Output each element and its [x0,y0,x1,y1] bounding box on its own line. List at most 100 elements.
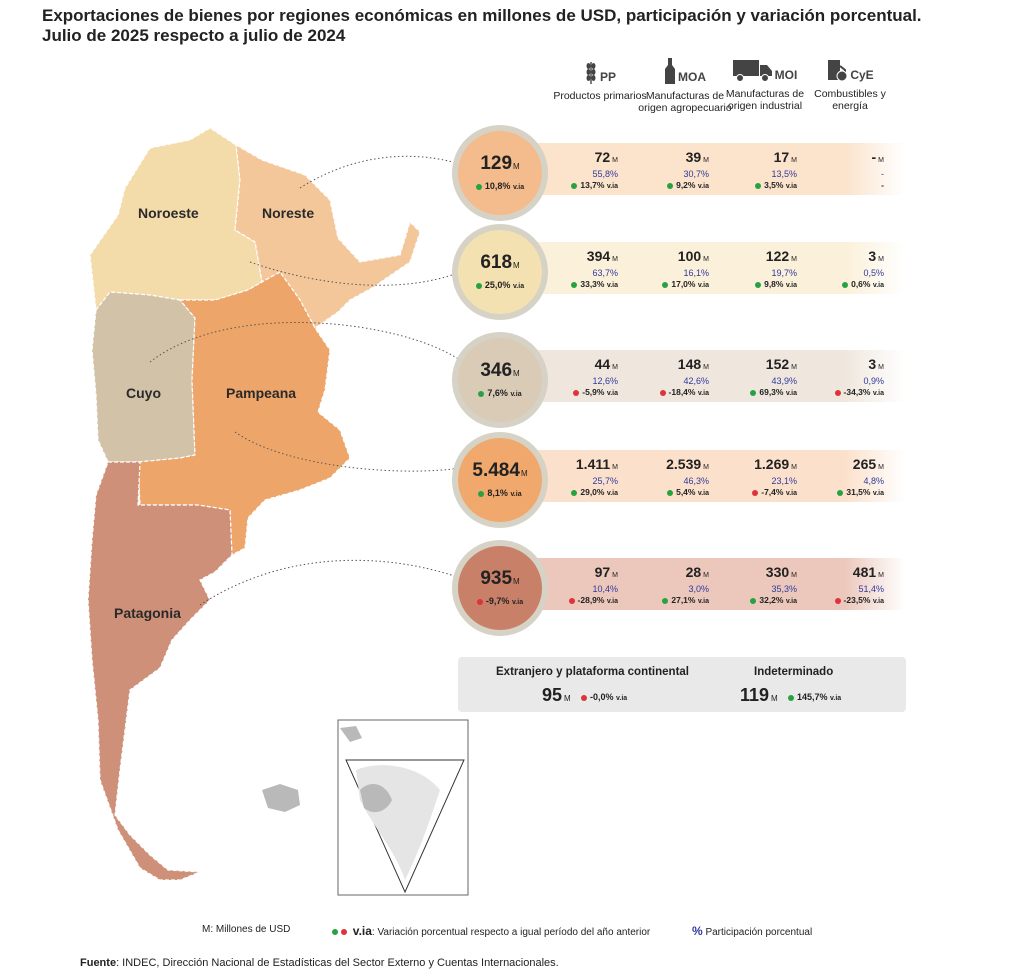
cell-share: 0,9% [863,376,884,386]
cell-share: 55,8% [592,169,618,179]
cell-value: 1.411 M [575,456,618,472]
cell-share: - [881,169,884,179]
positive-dot-icon [475,183,482,190]
column-code: MOA [678,70,706,84]
region-patagonia [87,461,233,881]
cell-share: 42,6% [683,376,709,386]
source-note: Fuente: INDEC, Dirección Nacional de Est… [80,957,559,969]
region-cell: 1.269 M 23,1% -7,4% v.ia [707,456,797,499]
cell-share: 10,4% [592,584,618,594]
positive-dot-icon [842,281,849,288]
cell-share: 43,9% [771,376,797,386]
region-via: 7,6% v.ia [458,388,542,398]
positive-dot-icon [667,489,674,496]
region-total: 5.484M [472,460,528,481]
negative-dot-icon [834,389,841,396]
region-total: 618M [480,252,520,273]
region-cell: 330 M 35,3% 32,2% v.ia [707,564,797,607]
region-cell: 148 M 42,6% -18,4% v.ia [619,356,709,399]
region-cell: 100 M 16,1% 17,0% v.ia [619,248,709,291]
region-via: -9,7% v.ia [458,596,542,606]
cell-via: 31,5% v.ia [794,487,884,499]
extra-box: Extranjero y plataforma continental 95 M … [458,657,906,712]
positive-dot-icon [788,694,794,701]
cell-via: 5,4% v.ia [619,487,709,499]
region-cell: 72 M 55,8% 13,7% v.ia [528,149,618,192]
positive-dot-icon [478,490,485,497]
cell-share: 46,3% [683,476,709,486]
cell-via: 32,2% v.ia [707,595,797,607]
cell-value: 72 M [594,149,618,165]
cell-share: 25,7% [592,476,618,486]
islands-malvinas [262,784,300,812]
cell-share: 4,8% [863,476,884,486]
column-desc: Manufacturas de origen industrial [725,88,805,112]
cell-value: 1.269 M [754,456,797,472]
negative-dot-icon [659,389,666,396]
cell-via: 17,0% v.ia [619,279,709,291]
cell-share: 13,5% [771,169,797,179]
region-cell: 39 M 30,7% 9,2% v.ia [619,149,709,192]
region-total-circle: 346M 7,6% v.ia [452,332,548,428]
region-cell: 394 M 63,7% 33,3% v.ia [528,248,618,291]
negative-dot-icon [752,489,759,496]
region-cell: 152 M 43,9% 69,3% v.ia [707,356,797,399]
cell-share: 23,1% [771,476,797,486]
bottle-icon [665,58,675,84]
cell-share: 63,7% [592,268,618,278]
positive-dot-icon [662,597,669,604]
page-title: Exportaciones de bienes por regiones eco… [42,6,922,46]
negative-dot-icon [476,598,483,605]
cell-via: -5,9% v.ia [528,387,618,399]
column-code: PP [599,70,616,84]
cell-share: 30,7% [683,169,709,179]
region-pampeana [137,271,351,556]
cell-value: 28 M [685,564,709,580]
region-total-circle: 129M 10,8% v.ia [452,125,548,221]
cell-share: 3,0% [688,584,709,594]
cell-share: 16,1% [683,268,709,278]
region-cell: 1.411 M 25,7% 29,0% v.ia [528,456,618,499]
cell-value: 122 M [765,248,797,264]
positive-dot-icon [750,597,757,604]
cell-via: 13,7% v.ia [528,180,618,192]
cell-via: 0,6% v.ia [794,279,884,291]
cell-share: 35,3% [771,584,797,594]
cell-via: -23,5% v.ia [794,595,884,607]
title-line-2: Julio de 2025 respecto a julio de 2024 [42,26,346,45]
cell-value: 100 M [677,248,709,264]
cell-via: 27,1% v.ia [619,595,709,607]
label-patagonia: Patagonia [114,605,181,621]
cell-via: 3,5% v.ia [707,180,797,192]
cell-value: 394 M [586,248,618,264]
cell-value: 2.539 M [666,456,709,472]
undetermined-value: 119 M [740,685,778,705]
region-cuyo [91,291,196,463]
label-noreste: Noreste [262,205,314,221]
cell-value: -M [871,149,884,165]
region-cell: 265 M 4,8% 31,5% v.ia [794,456,884,499]
region-total-circle: 5.484M 8,1% v.ia [452,432,548,528]
cell-value: 265 M [852,456,884,472]
column-desc: Combustibles y energía [814,88,886,112]
cell-via: - [881,180,884,190]
positive-dot-icon [571,281,578,288]
cell-value: 152 M [765,356,797,372]
region-via: 25,0% v.ia [458,280,542,290]
cell-value: 148 M [677,356,709,372]
cell-share: 19,7% [771,268,797,278]
negative-dot-icon [834,597,841,604]
column-desc: Manufacturas de origen agropecuario [638,90,732,114]
cell-share: 12,6% [592,376,618,386]
cell-via: -28,9% v.ia [528,595,618,607]
legend-via: v.ia: Variación porcentual respecto a ig… [332,924,650,938]
region-noreste [234,143,421,329]
positive-dot-icon [332,929,338,936]
cell-via: -7,4% v.ia [707,487,797,499]
cell-via: 33,3% v.ia [528,279,618,291]
positive-dot-icon [837,489,844,496]
cell-value: 44 M [594,356,618,372]
column-header-moi: MOI Manufacturas de origen industrial [715,58,815,112]
region-cell: 122 M 19,7% 9,8% v.ia [707,248,797,291]
